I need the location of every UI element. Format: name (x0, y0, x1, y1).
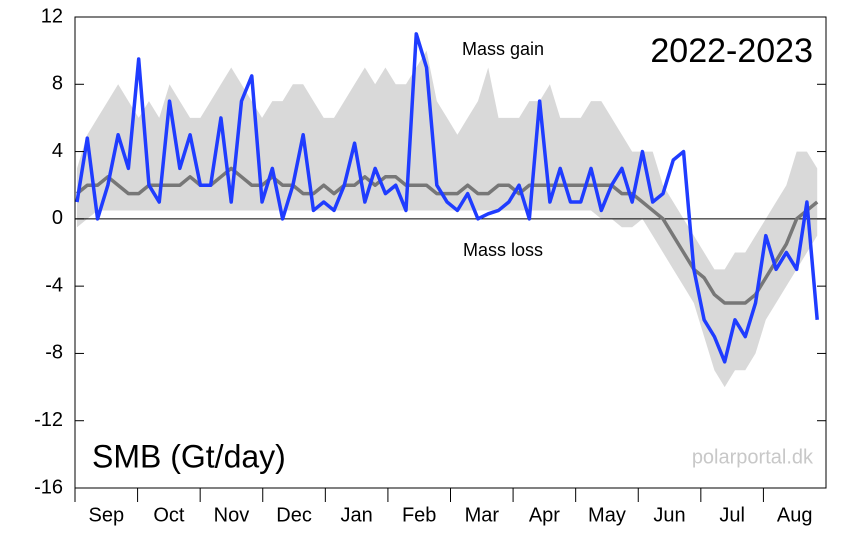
y-tick-label: 0 (52, 207, 63, 229)
x-tick-label: Jan (341, 504, 373, 526)
annotation: Mass gain (462, 39, 544, 59)
y-tick-label: -12 (34, 409, 63, 431)
x-tick-label: Jun (653, 504, 685, 526)
y-tick-label: 8 (52, 73, 63, 95)
y-tick-label: 4 (52, 140, 63, 162)
range-band (77, 50, 818, 388)
x-tick-label: Oct (153, 504, 185, 526)
source-label: polarportal.dk (692, 446, 814, 468)
x-tick-label: Jul (719, 504, 745, 526)
x-tick-label: Feb (402, 504, 436, 526)
plot-frame (74, 16, 827, 489)
y-tick-label: -16 (34, 476, 63, 498)
x-tick-label: Dec (276, 504, 312, 526)
quantity-label: SMB (Gt/day) (92, 438, 286, 474)
y-tick-label: -8 (45, 342, 63, 364)
x-tick-label: May (588, 504, 626, 526)
y-tick-label: 12 (41, 5, 63, 27)
x-tick-label: Mar (465, 504, 500, 526)
daily-line (75, 32, 819, 364)
x-tick-label: Aug (777, 504, 813, 526)
season-label: 2022-2023 (650, 32, 813, 70)
annotation: Mass loss (463, 240, 543, 260)
x-tick-label: Apr (529, 504, 560, 526)
x-tick-label: Nov (214, 504, 250, 526)
x-tick-label: Sep (88, 504, 124, 526)
y-tick-label: -4 (45, 274, 63, 296)
